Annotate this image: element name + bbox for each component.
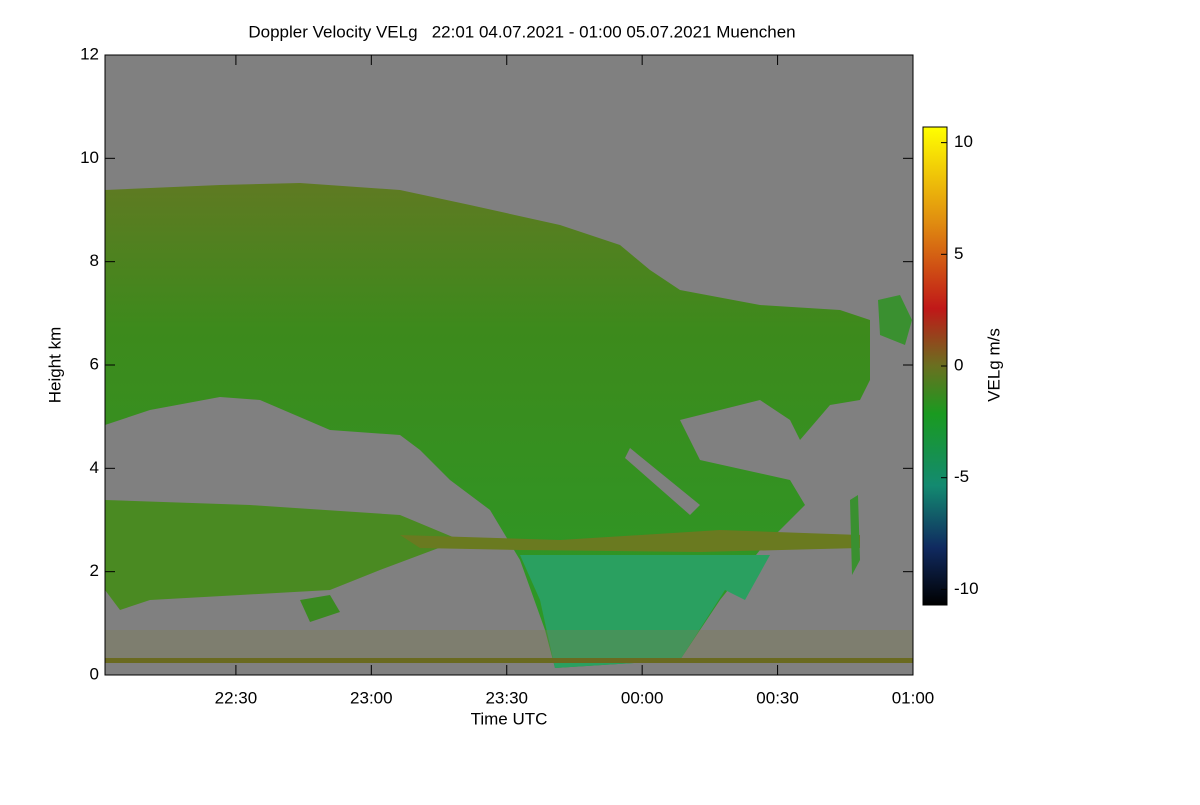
y-tick-label: 12 bbox=[80, 44, 99, 63]
precip bbox=[520, 555, 770, 668]
colorbar-tick-label: -5 bbox=[954, 467, 969, 486]
y-tick-label: 10 bbox=[80, 148, 99, 167]
ground-clutter bbox=[105, 630, 913, 658]
cloud-right bbox=[878, 295, 912, 345]
gap bbox=[625, 448, 700, 515]
x-tick-label: 23:00 bbox=[350, 688, 393, 707]
x-tick-label: 23:30 bbox=[485, 688, 528, 707]
y-tick-label: 2 bbox=[90, 561, 99, 580]
x-tick-label: 01:00 bbox=[892, 688, 935, 707]
heatmap bbox=[105, 55, 913, 675]
x-tick-label: 00:30 bbox=[756, 688, 799, 707]
colorbar-tick-label: -10 bbox=[954, 579, 979, 598]
y-tick-label: 0 bbox=[90, 664, 99, 683]
colorbar-tick-label: 5 bbox=[954, 244, 963, 263]
cloud-layer bbox=[400, 530, 860, 552]
x-tick-label: 22:30 bbox=[215, 688, 258, 707]
ground-line bbox=[105, 658, 913, 663]
chart-title: Doppler Velocity VELg 22:01 04.07.2021 -… bbox=[248, 22, 795, 41]
cloud-blob bbox=[300, 595, 340, 622]
colorbar-label: VELg m/s bbox=[984, 328, 1003, 402]
y-axis-label: Height km bbox=[45, 327, 64, 404]
y-tick-label: 4 bbox=[90, 458, 99, 477]
x-axis-label: Time UTC bbox=[471, 709, 548, 728]
colorbar-tick-label: 0 bbox=[954, 355, 963, 374]
cloud-lower bbox=[105, 500, 460, 610]
x-tick-label: 00:00 bbox=[621, 688, 664, 707]
y-tick-label: 8 bbox=[90, 251, 99, 270]
colorbar-tick-label: 10 bbox=[954, 132, 973, 151]
y-tick-label: 6 bbox=[90, 354, 99, 373]
cloud-streak bbox=[850, 495, 860, 575]
